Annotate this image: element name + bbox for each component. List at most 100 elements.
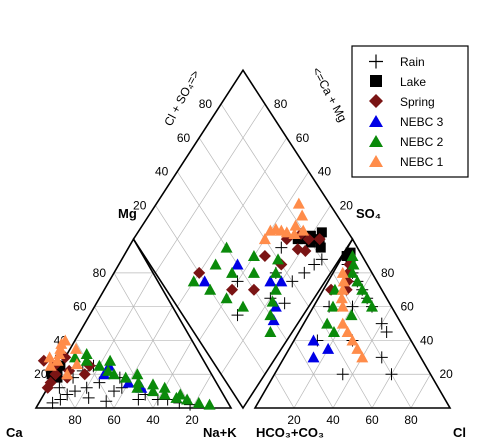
point-nebc-2-cation [131, 368, 144, 380]
point-spring-cation [41, 381, 54, 394]
point-rain-cation [100, 395, 113, 408]
point-nebc-1-anion [341, 326, 354, 338]
anion-bottom-tick-label: 20 [287, 413, 301, 427]
legend-item-nebc1: NEBC 1 [369, 155, 444, 169]
data-point-layer [37, 197, 398, 411]
point-nebc-2-diamond [226, 266, 239, 278]
point-lake-diamond [292, 234, 303, 245]
point-spring-diamond [193, 266, 206, 279]
diamond-right-tick-label: 80 [274, 97, 288, 111]
point-nebc-2-cation [69, 351, 81, 363]
point-rain-anion [385, 368, 398, 381]
point-nebc-2-anion [328, 283, 341, 295]
anion-grid-line [410, 374, 431, 409]
anion-right-tick-label: 80 [381, 266, 395, 280]
point-nebc-2-cation [174, 388, 187, 400]
point-nebc-1-anion [336, 283, 349, 295]
point-nebc-2-diamond [247, 250, 260, 262]
point-rain-cation [80, 381, 93, 394]
point-rain-diamond [308, 258, 321, 271]
point-rain-cation [46, 396, 59, 409]
point-nebc-2-diamond [204, 283, 217, 295]
anion-right-tick-label: 60 [401, 300, 415, 314]
point-nebc-2-cation [80, 347, 93, 359]
legend-item-lake: Lake [370, 75, 426, 89]
legend-item-nebc3: NEBC 3 [369, 115, 444, 129]
point-nebc-2-anion [356, 283, 369, 295]
anion-grid-line [332, 272, 412, 409]
point-rain-cation [54, 393, 67, 406]
legend-label: Spring [400, 95, 435, 109]
point-nebc-2-cation [158, 388, 171, 400]
point-nebc-1-anion [336, 317, 349, 329]
anion-triangle-frame [253, 237, 452, 409]
point-rain-cation [53, 381, 66, 394]
diamond-grid-line [198, 137, 309, 307]
point-nebc-1-diamond [297, 224, 310, 236]
point-nebc-2-anion [346, 266, 359, 278]
point-nebc-2-cation [181, 393, 194, 405]
point-nebc-2-diamond [272, 253, 285, 265]
diamond-left-tick-label: 40 [155, 165, 169, 179]
point-rain-diamond [298, 266, 311, 279]
point-nebc-1-cation [61, 368, 74, 380]
point-nebc-2-diamond [269, 283, 282, 295]
point-rain-diamond [275, 241, 288, 254]
point-spring-diamond [258, 250, 271, 263]
point-nebc-1-anion [337, 275, 350, 287]
point-rain-cation [61, 388, 74, 401]
cation-left-tick-label: 20 [34, 367, 48, 381]
point-lake-diamond [316, 227, 327, 238]
point-nebc-2-anion [366, 300, 378, 312]
point-rain-diamond [315, 253, 328, 266]
point-rain-diamond [286, 275, 299, 288]
legend-item-nebc2: NEBC 2 [369, 135, 444, 149]
axis-title-ca-mg: <=Ca + Mg [309, 65, 349, 124]
legend-label: NEBC 2 [400, 135, 444, 149]
anion-grid-line [313, 306, 373, 409]
point-nebc-2-cation [147, 385, 159, 397]
point-spring-diamond [291, 243, 304, 256]
diamond-frame [132, 68, 354, 410]
cation-bottom-tick-label: 80 [68, 413, 82, 427]
legend-item-spring: Spring [369, 94, 435, 109]
point-nebc-2-cation [132, 376, 145, 388]
point-nebc-1-anion [336, 266, 349, 278]
anion-bottom-tick-label: 60 [365, 413, 379, 427]
diamond-grid-line [177, 137, 288, 307]
anion-right-tick-label: 20 [440, 367, 454, 381]
cation-bottom-tick-label: 20 [185, 413, 199, 427]
point-rain-cation [115, 381, 128, 394]
frame-layer [34, 68, 452, 410]
point-nebc-2-diamond [187, 275, 200, 287]
point-spring-cation [78, 368, 91, 381]
legend-label: NEBC 3 [400, 115, 444, 129]
legend: Rain Lake Spring NEBC 3 NEBC 2 NEBC 1 [351, 45, 469, 178]
point-nebc-1-anion [336, 300, 349, 312]
anion-grid-line [293, 272, 373, 409]
legend-marker-plus [369, 54, 383, 69]
point-nebc-1-cation [43, 351, 56, 363]
point-nebc-2-cation [104, 354, 117, 366]
point-nebc-2-cation [203, 398, 216, 410]
point-nebc-1-cation [44, 359, 57, 371]
diamond-left-tick-label: 60 [177, 131, 191, 145]
point-nebc-2-cation [147, 378, 159, 390]
point-nebc-3-anion [307, 351, 320, 363]
cation-grid-line [113, 306, 173, 409]
point-nebc-2-anion [361, 292, 374, 304]
point-nebc-2-cation [93, 359, 106, 371]
point-nebc-1-anion [346, 334, 359, 346]
point-nebc-3-diamond [198, 275, 211, 287]
point-nebc-2-cation [108, 368, 120, 380]
point-nebc-2-anion [345, 309, 358, 321]
point-nebc-1-cation [59, 334, 72, 346]
point-nebc-2-cation [131, 381, 144, 393]
point-nebc-2-anion [346, 250, 359, 262]
point-nebc-2-cation [80, 354, 93, 366]
legend-item-rain: Rain [369, 54, 425, 69]
cation-grid-line [191, 374, 212, 409]
axis-title-cl-so4: Cl + SO₄=> [161, 68, 202, 129]
point-nebc-1-anion [356, 351, 369, 363]
point-rain-anion [375, 351, 388, 364]
